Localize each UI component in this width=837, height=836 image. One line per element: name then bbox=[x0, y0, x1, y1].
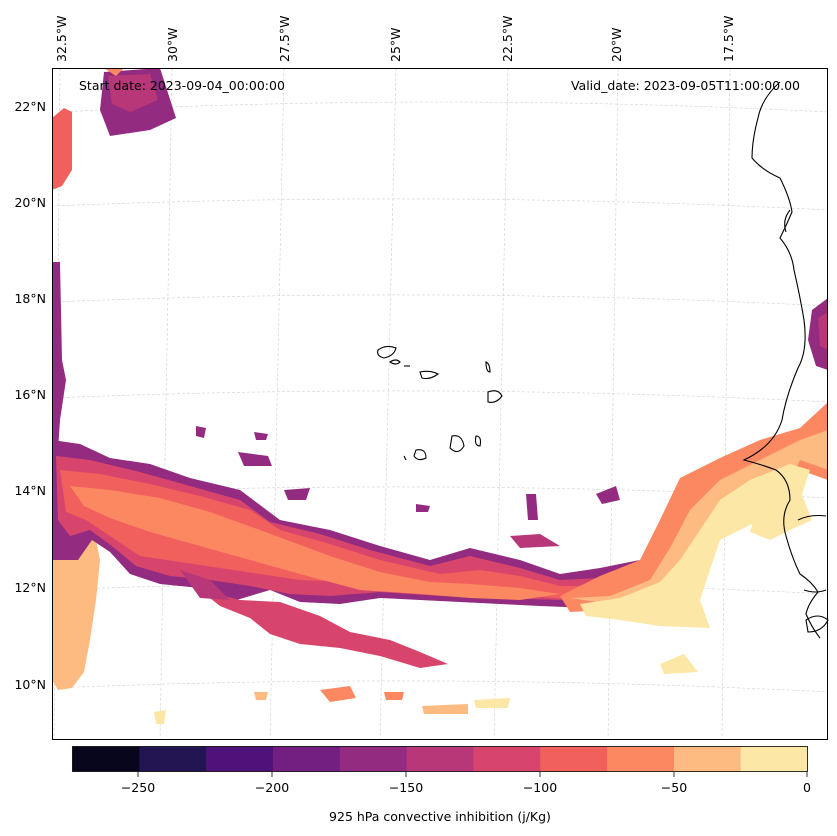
lon-axis-labels: 32.5°W 30°W 27.5°W 25°W 22.5°W 20°W 17.5… bbox=[54, 16, 736, 62]
cin-fill-s-patch-4 bbox=[422, 704, 468, 714]
cin-fill-scatter-5 bbox=[526, 494, 538, 520]
colorbar-tick-label: −50 bbox=[661, 780, 687, 795]
colorbar-swatch bbox=[272, 746, 341, 772]
cin-fill-east-pale-2 bbox=[750, 490, 812, 540]
cin-fill-scatter-2 bbox=[196, 426, 206, 438]
colorbar-swatch bbox=[740, 746, 808, 772]
colorbar-tick-label: −100 bbox=[523, 780, 557, 795]
lon-label: 30°W bbox=[165, 27, 180, 62]
cin-fill-s-patch-7 bbox=[660, 654, 698, 674]
colorbar-swatch bbox=[473, 746, 541, 772]
cin-fill-east-pink bbox=[818, 312, 828, 350]
lon-label: 27.5°W bbox=[277, 16, 292, 62]
cin-fill-scatter-1 bbox=[238, 452, 272, 466]
cin-fill-s-patch-6 bbox=[154, 710, 166, 724]
cin-fill-s-patch-3 bbox=[254, 692, 268, 700]
map-frame bbox=[52, 68, 828, 740]
colorbar-tick-label: 0 bbox=[803, 780, 811, 795]
cin-fill-s-patch-5 bbox=[474, 698, 510, 708]
cin-filled-contours bbox=[52, 68, 828, 724]
cape-verde-santo-antao bbox=[377, 345, 397, 359]
cin-fill-east-pale bbox=[580, 464, 810, 628]
cin-fill-west-purple bbox=[52, 262, 66, 450]
cin-fill-band-peach bbox=[70, 486, 560, 600]
cin-fill-s-patch-2 bbox=[384, 692, 404, 700]
coastline bbox=[377, 81, 829, 639]
colorbar-swatches bbox=[72, 746, 808, 772]
valid-date-label: Valid_date: 2023-09-05T11:00:00.00 bbox=[571, 78, 800, 93]
cin-fill-nw-orange bbox=[52, 108, 72, 190]
cin-fill-scatter-4 bbox=[284, 488, 310, 500]
cin-fill-nw-peach bbox=[104, 68, 124, 76]
cin-fill-scatter-7 bbox=[416, 504, 430, 512]
colorbar-swatch bbox=[139, 746, 207, 772]
colorbar-tick-label: −200 bbox=[255, 780, 289, 795]
colorbar-swatch bbox=[406, 746, 474, 772]
colorbar-tick-label: −250 bbox=[121, 780, 155, 795]
lat-label: 14°N bbox=[14, 483, 46, 498]
lat-label: 20°N bbox=[14, 195, 46, 210]
colorbar-tick-label: −150 bbox=[389, 780, 423, 795]
lat-label: 16°N bbox=[14, 387, 46, 402]
cin-fill-sw-branch-purple bbox=[180, 570, 230, 600]
cin-fill-s-patch-1 bbox=[320, 686, 356, 702]
lat-axis-labels: 22°N 20°N 18°N 16°N 14°N 12°N 10°N bbox=[14, 99, 46, 692]
cin-fill-sw-branch bbox=[200, 590, 448, 668]
lat-label: 18°N bbox=[14, 291, 46, 306]
colorbar-swatch bbox=[673, 746, 742, 772]
cin-fill-east-light bbox=[570, 430, 828, 604]
colorbar-swatch bbox=[540, 746, 608, 772]
lat-label: 12°N bbox=[14, 580, 46, 595]
colorbar-ticks bbox=[137, 772, 808, 777]
lon-label: 20°W bbox=[609, 27, 624, 62]
colorbar: −250 −200 −150 −100 −50 0 925 hPa convec… bbox=[72, 746, 811, 824]
cin-fill-scatter-3 bbox=[254, 432, 268, 440]
colorbar-frame bbox=[72, 746, 808, 772]
lat-label: 22°N bbox=[14, 99, 46, 114]
colorbar-swatch bbox=[607, 746, 675, 772]
lon-label: 17.5°W bbox=[721, 16, 736, 62]
cin-fill-scatter-8 bbox=[510, 534, 560, 548]
graticule bbox=[51, 67, 829, 741]
colorbar-swatch bbox=[339, 746, 408, 772]
lon-label: 22.5°W bbox=[500, 16, 515, 62]
lon-label: 32.5°W bbox=[54, 16, 69, 62]
start-date-label: Start date: 2023-09-04_00:00:00 bbox=[79, 78, 285, 93]
colorbar-title: 925 hPa convective inhibition (j/Kg) bbox=[329, 809, 551, 824]
lon-label: 25°W bbox=[388, 27, 403, 62]
africa-coastline bbox=[742, 81, 821, 639]
colorbar-swatch bbox=[206, 746, 274, 772]
cin-fill-scatter-6 bbox=[596, 486, 620, 504]
lat-label: 10°N bbox=[14, 677, 46, 692]
cin-fill-band-orange bbox=[60, 470, 600, 600]
colorbar-swatch bbox=[72, 746, 140, 772]
cin-fill-nw-pink bbox=[108, 74, 158, 112]
